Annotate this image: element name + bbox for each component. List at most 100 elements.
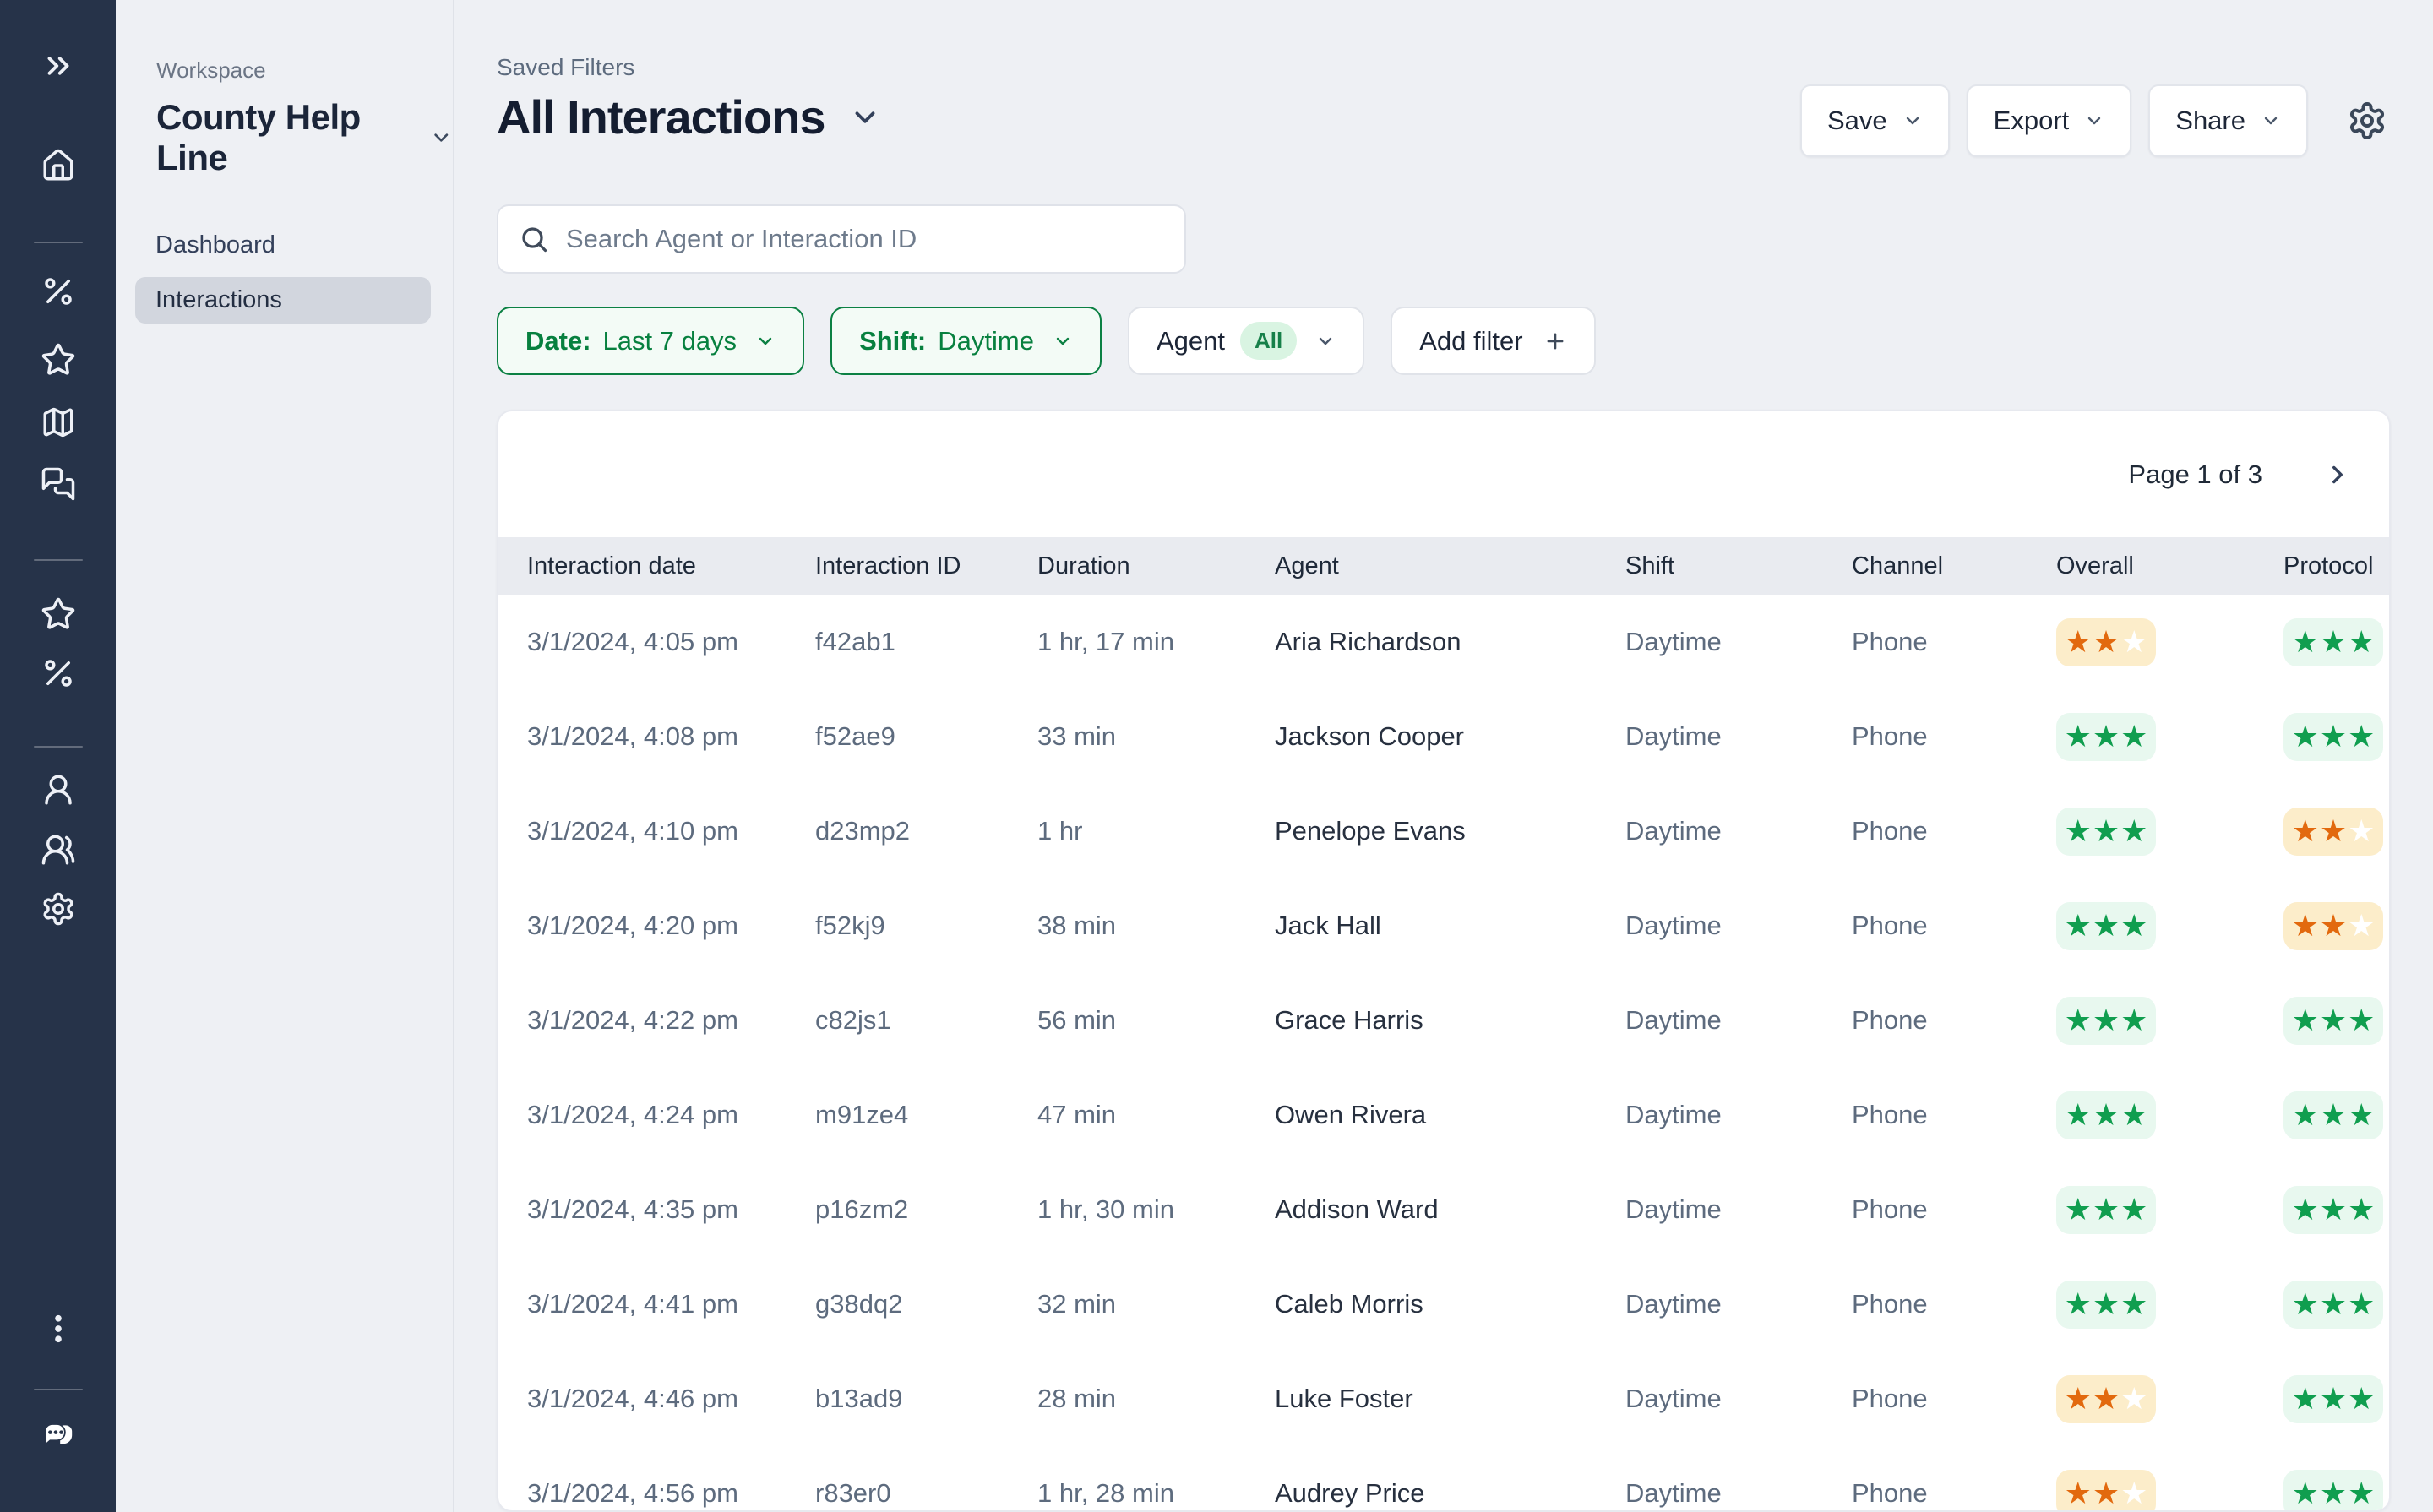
star-filled-icon: ★: [2064, 813, 2092, 848]
next-page-icon[interactable]: [2323, 460, 2352, 489]
rail-divider: [33, 242, 83, 243]
search-input[interactable]: [566, 224, 1164, 254]
date-filter-value: Last 7 days: [602, 325, 738, 356]
cell-interaction-date: 3/1/2024, 4:22 pm: [527, 1005, 738, 1035]
shift-filter-chip[interactable]: Shift: Daytime: [830, 307, 1102, 375]
star-filled-icon: ★: [2291, 1192, 2319, 1226]
cell-shift: Daytime: [1625, 627, 1722, 656]
user-profile-icon[interactable]: [41, 772, 76, 808]
star-favorites-icon[interactable]: [41, 342, 76, 378]
column-header-shift: Shift: [1625, 552, 1675, 579]
star-filled-icon: ★: [2092, 1286, 2120, 1321]
share-button-label: Share: [2175, 106, 2245, 135]
sidebar-item-dashboard[interactable]: Dashboard: [155, 231, 275, 258]
filter-bar: Date: Last 7 days Shift: Daytime Agent A…: [497, 307, 1596, 375]
column-header-interaction-id: Interaction ID: [815, 552, 961, 579]
star-filled-icon: ★: [2120, 719, 2148, 753]
star-filled-icon: ★: [2348, 1286, 2376, 1321]
table-row[interactable]: 3/1/2024, 4:46 pm b13ad9 28 min Luke Fos…: [498, 1352, 2389, 1446]
star-filled-icon: ★: [2348, 1003, 2376, 1037]
table-row[interactable]: 3/1/2024, 4:05 pm f42ab1 1 hr, 17 min Ar…: [498, 595, 2389, 689]
export-button[interactable]: Export: [1966, 84, 2132, 157]
star-filled-icon: ★: [2291, 624, 2319, 659]
table-row[interactable]: 3/1/2024, 4:35 pm p16zm2 1 hr, 30 min Ad…: [498, 1162, 2389, 1257]
cell-shift: Daytime: [1625, 1384, 1722, 1413]
cell-interaction-date: 3/1/2024, 4:08 pm: [527, 721, 738, 751]
star-filled-icon: ★: [2319, 1192, 2348, 1226]
kebab-menu-icon[interactable]: [41, 1311, 76, 1346]
rail-divider: [33, 1389, 83, 1390]
star-filled-icon: ★: [2064, 1003, 2092, 1037]
table-row[interactable]: 3/1/2024, 4:08 pm f52ae9 33 min Jackson …: [498, 689, 2389, 784]
cell-agent: Jack Hall: [1275, 911, 1381, 940]
chevron-down-icon: [855, 111, 874, 123]
table-row[interactable]: 3/1/2024, 4:24 pm m91ze4 47 min Owen Riv…: [498, 1068, 2389, 1162]
cell-channel: Phone: [1852, 1194, 1928, 1224]
plus-icon: [1547, 333, 1564, 349]
star-filled-icon: ★: [2064, 719, 2092, 753]
cell-duration: 32 min: [1037, 1289, 1117, 1319]
cell-interaction-date: 3/1/2024, 4:24 pm: [527, 1100, 738, 1129]
cell-channel: Phone: [1852, 1289, 1928, 1319]
chat-interactions-icon[interactable]: [41, 466, 76, 502]
cell-agent: Owen Rivera: [1275, 1100, 1427, 1129]
map-icon[interactable]: [41, 405, 76, 440]
overall-rating-badge: ★ ★ ★: [2056, 807, 2156, 856]
share-button[interactable]: Share: [2148, 84, 2308, 157]
star-filled-icon: ★: [2064, 1286, 2092, 1321]
agent-filter-chip[interactable]: Agent All: [1127, 307, 1365, 375]
star-saved-icon[interactable]: [41, 596, 76, 632]
date-filter-chip[interactable]: Date: Last 7 days: [497, 307, 805, 375]
percent-scores-icon[interactable]: [41, 655, 76, 691]
save-button[interactable]: Save: [1799, 84, 1950, 157]
cell-channel: Phone: [1852, 627, 1928, 656]
table-row[interactable]: 3/1/2024, 4:56 pm r83er0 1 hr, 28 min Au…: [498, 1446, 2389, 1510]
table-row[interactable]: 3/1/2024, 4:41 pm g38dq2 32 min Caleb Mo…: [498, 1257, 2389, 1352]
column-header-protocol: Protocol: [2283, 552, 2374, 579]
users-team-icon[interactable]: [41, 832, 76, 867]
overall-rating-badge: ★ ★ ★: [2056, 1090, 2156, 1139]
overall-rating-badge: ★ ★ ★: [2056, 1185, 2156, 1234]
shift-filter-value: Daytime: [938, 325, 1034, 356]
star-filled-icon: ★: [2348, 1097, 2376, 1132]
star-filled-icon: ★: [2064, 1476, 2092, 1510]
star-filled-icon: ★: [2319, 719, 2348, 753]
home-icon[interactable]: [41, 148, 76, 183]
star-filled-icon: ★: [2064, 908, 2092, 943]
cell-shift: Daytime: [1625, 1478, 1722, 1508]
star-filled-icon: ★: [2120, 1286, 2148, 1321]
save-button-label: Save: [1826, 106, 1887, 135]
table-row[interactable]: 3/1/2024, 4:20 pm f52kj9 38 min Jack Hal…: [498, 878, 2389, 973]
table-row[interactable]: 3/1/2024, 4:10 pm d23mp2 1 hr Penelope E…: [498, 784, 2389, 878]
agent-filter-label: Agent: [1156, 325, 1225, 356]
protocol-rating-badge: ★ ★ ★: [2283, 1185, 2383, 1234]
cell-interaction-id: f52kj9: [815, 911, 885, 940]
cell-agent: Audrey Price: [1275, 1478, 1425, 1508]
sidebar-item-interactions[interactable]: Interactions: [135, 277, 431, 324]
table-row[interactable]: 3/1/2024, 4:22 pm c82js1 56 min Grace Ha…: [498, 973, 2389, 1068]
chevron-down-icon: [434, 133, 449, 142]
cell-duration: 28 min: [1037, 1384, 1117, 1413]
protocol-rating-badge: ★ ★ ★: [2283, 617, 2383, 666]
star-filled-icon: ★: [2348, 1476, 2376, 1510]
star-filled-icon: ★: [2092, 813, 2120, 848]
percent-metrics-icon[interactable]: [41, 274, 76, 309]
overall-rating-badge: ★ ★ ★: [2056, 617, 2156, 666]
settings-gear-icon[interactable]: [2347, 101, 2387, 141]
star-filled-icon: ★: [2092, 624, 2120, 659]
star-filled-icon: ★: [2319, 1286, 2348, 1321]
page-indicator: Page 1 of 3: [2128, 459, 2262, 489]
app-logo-icon[interactable]: [41, 1418, 76, 1454]
cell-interaction-id: c82js1: [815, 1005, 891, 1035]
saved-filter-selector[interactable]: All Interactions: [497, 90, 881, 144]
star-filled-icon: ★: [2092, 908, 2120, 943]
protocol-rating-badge: ★ ★ ★: [2283, 807, 2383, 856]
workspace-switcher[interactable]: County Help Line: [156, 97, 453, 178]
cell-channel: Phone: [1852, 816, 1928, 846]
star-filled-icon: ★: [2120, 813, 2148, 848]
chevron-down-icon: [2088, 117, 2101, 125]
protocol-rating-badge: ★ ★ ★: [2283, 1469, 2383, 1510]
expand-rail-icon[interactable]: [41, 48, 76, 84]
rail-settings-icon[interactable]: [41, 891, 76, 927]
add-filter-button[interactable]: Add filter: [1391, 307, 1596, 375]
